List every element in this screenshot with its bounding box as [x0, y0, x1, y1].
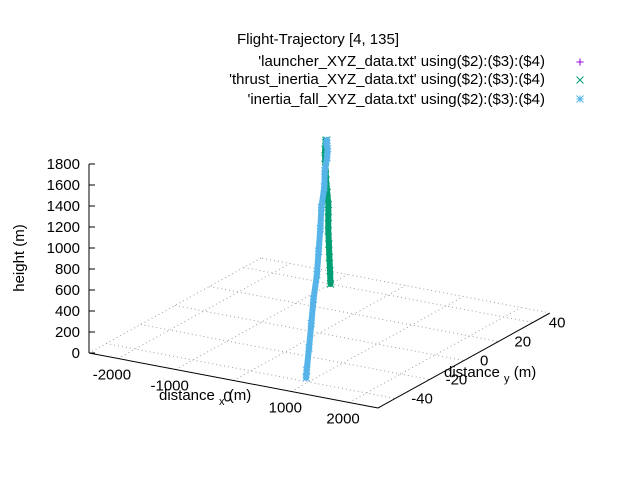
x-axis-label: distance x (m) [159, 387, 251, 408]
data-point [305, 344, 313, 352]
data-point [324, 200, 333, 209]
grid-line-x-4 [348, 307, 522, 403]
data-point [324, 226, 333, 235]
z-tick-label: 1400 [47, 198, 80, 215]
z-tick-label: 1200 [47, 219, 80, 236]
data-point [323, 144, 332, 153]
data-point [326, 280, 335, 288]
data-point [302, 366, 311, 375]
y-tick-label: 0 [480, 353, 488, 370]
x-tick-label: 2000 [326, 411, 359, 428]
y-tick-label: 40 [549, 315, 566, 332]
z-tick-label: 1800 [47, 156, 80, 173]
legend-marker-2 [576, 95, 584, 103]
z-tick-label: 1600 [47, 177, 80, 194]
legend-marker-0 [576, 58, 584, 66]
back-edge-y [88, 257, 262, 354]
data-point [325, 253, 334, 262]
data-point [324, 240, 333, 248]
data-point [307, 319, 316, 328]
x-tick-label: -1000 [151, 378, 189, 395]
x-tick-label: -2000 [93, 367, 131, 384]
grid-line-x-3 [291, 296, 464, 392]
tick-labels: -2000-1000010002000-40-20020400200400600… [47, 156, 566, 428]
chart-title: Flight-Trajectory [4, 135] [237, 31, 399, 48]
grid-line-x-2 [233, 285, 406, 381]
z-tick-label: 600 [55, 282, 80, 299]
data-point [320, 183, 329, 191]
y-tick-label: -20 [446, 372, 468, 389]
x-tick-label: 1000 [269, 400, 302, 417]
grid-line-x-0 [117, 263, 291, 359]
legend-label-launcher: 'launcher_XYZ_data.txt' using($2):($3):(… [258, 53, 545, 70]
y-axis-label: distance y (m) [444, 364, 536, 385]
y-axis-line [377, 312, 551, 409]
legend-marker-1 [576, 76, 584, 84]
data-point [326, 266, 334, 275]
data-point [313, 270, 321, 279]
legend-label-thrust-inertia: 'thrust_inertia_XYZ_data.txt' using($2):… [229, 71, 545, 88]
data-point [316, 225, 325, 233]
grid-line-y-2 [174, 305, 465, 361]
legend-label-inertia-fall: 'inertia_fall_XYZ_data.txt' using($2):($… [247, 91, 545, 108]
grid-line-x-1 [175, 274, 348, 370]
data-point [314, 247, 323, 256]
y-tick-label: 20 [514, 334, 531, 351]
data-point [320, 166, 329, 175]
data-point [302, 373, 310, 382]
y-tick-label: -40 [411, 391, 433, 408]
z-tick-label: 1000 [47, 240, 80, 257]
series-band-2 [303, 137, 331, 381]
x-axis-line [88, 352, 379, 409]
data-point [317, 203, 326, 212]
data-point [324, 213, 333, 222]
data-point [322, 139, 331, 148]
axes [88, 164, 551, 409]
data-point [323, 153, 331, 162]
legend: 'launcher_XYZ_data.txt' using($2):($3):(… [229, 53, 584, 108]
z-tick-label: 0 [72, 345, 80, 362]
z-tick-label: 200 [55, 324, 80, 341]
z-axis-label: height (m) [11, 224, 28, 292]
floor-grid [106, 263, 533, 403]
data-point [309, 295, 318, 304]
x-tick-label: 0 [223, 389, 231, 406]
z-tick-label: 800 [55, 261, 80, 278]
z-tick-label: 400 [55, 303, 80, 320]
data-series [302, 136, 335, 382]
